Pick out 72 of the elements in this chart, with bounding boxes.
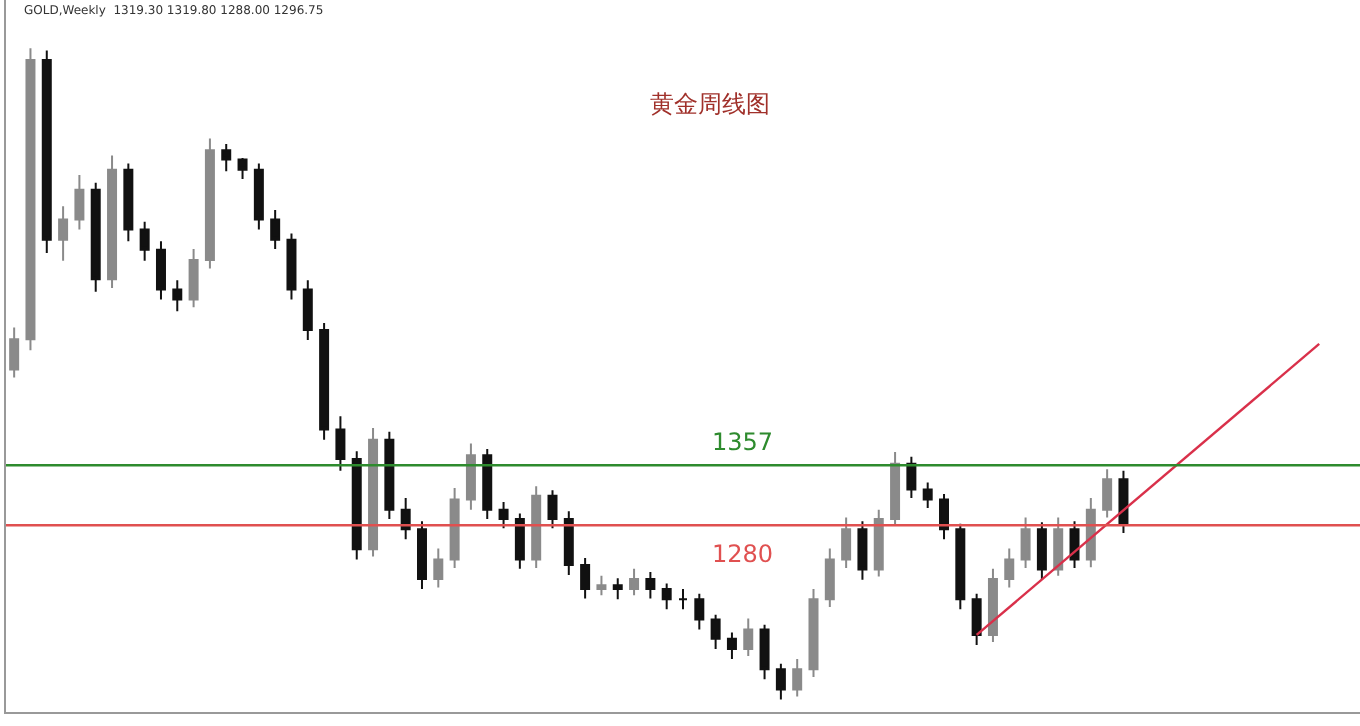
candlestick: [661, 582, 672, 611]
candlestick: [58, 205, 69, 262]
candlestick: [596, 574, 607, 597]
ref-line-label: 1357: [712, 428, 774, 456]
candlestick: [612, 577, 623, 601]
candlestick: [563, 510, 574, 577]
candlestick: [90, 181, 101, 293]
ref-line-label: 1280: [712, 540, 774, 568]
candlestick: [514, 512, 525, 570]
text: 黄金周线图: [650, 90, 770, 118]
candlestick: [41, 49, 52, 254]
candlestick: [400, 497, 411, 541]
candlestick: [482, 447, 493, 521]
candlestick: [433, 547, 444, 589]
candlestick: [1118, 469, 1129, 535]
candlestick: [498, 500, 509, 530]
candlestick: [1069, 520, 1080, 570]
candlestick: [302, 279, 313, 342]
candlestick: [319, 321, 330, 441]
candlestick: [368, 426, 379, 558]
candlestick: [792, 658, 803, 698]
candlestick: [971, 592, 982, 647]
candlestick: [417, 520, 427, 591]
candlestick: [1036, 521, 1047, 581]
candlestick: [74, 174, 85, 231]
candlestick: [841, 516, 852, 570]
candlestick: [808, 588, 819, 678]
candlestick: [694, 592, 705, 631]
candlestick: [580, 556, 591, 600]
candlestick: [939, 493, 949, 541]
candlestick: [890, 451, 901, 527]
candlestick: [384, 430, 395, 521]
candlestick: [351, 450, 362, 561]
candlestick: [204, 137, 215, 270]
candlestick: [188, 248, 199, 309]
candlestick: [906, 455, 917, 500]
candlestick: [824, 547, 835, 608]
candlestick: [253, 162, 264, 231]
candlestick: [531, 485, 542, 570]
candlestick: [922, 481, 933, 510]
candlestick: [857, 520, 868, 581]
candlestick: [9, 326, 20, 379]
candlestick: [726, 631, 737, 661]
candlestick: [775, 662, 786, 701]
candlestick: [1020, 516, 1031, 570]
candlestick: [873, 508, 884, 578]
candlestick: [759, 623, 770, 681]
candlestick: [1053, 516, 1064, 577]
candlestick: [172, 279, 183, 313]
candlestick: [1085, 497, 1096, 569]
candlestick: [25, 47, 36, 352]
candlestick: [955, 522, 966, 611]
candlestick: [449, 486, 460, 570]
candlestick: [139, 220, 150, 262]
candlestick: [710, 613, 721, 650]
candlestick: [221, 142, 232, 173]
candlestick: [107, 154, 118, 289]
candlestick: [270, 209, 281, 250]
candlestick: [155, 240, 166, 301]
candlestick: [678, 588, 688, 611]
candlestick: [547, 489, 558, 530]
candlestick: [237, 156, 248, 180]
candlestick: [987, 567, 998, 643]
candlestick: [645, 570, 656, 600]
candlestick: [286, 232, 297, 301]
candlestick: [1102, 468, 1113, 519]
candlestick: [743, 617, 754, 657]
candlestick: [465, 442, 476, 511]
candlestick: [335, 415, 346, 472]
candlestick: [629, 567, 640, 597]
candlestick: [123, 162, 134, 243]
candlestick: [1004, 547, 1015, 589]
